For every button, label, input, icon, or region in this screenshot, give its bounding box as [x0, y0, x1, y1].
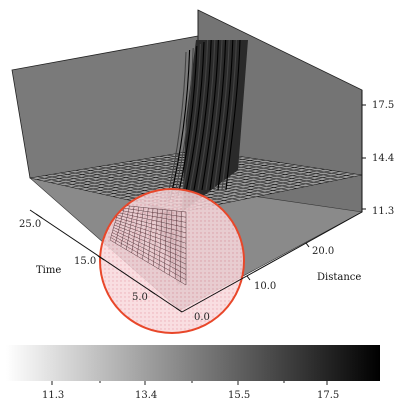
- ridge-strand: [173, 47, 194, 199]
- ridge-strand: [217, 39, 234, 191]
- tick-marks: [35, 104, 366, 313]
- distance-tick-20: 20.0: [312, 246, 334, 257]
- ridge-strand: [213, 39, 230, 191]
- value-tick-11-3: 11.3: [372, 206, 394, 217]
- ridge-strand: [209, 39, 227, 191]
- circle-mesh-line: [153, 208, 158, 266]
- ridge-strand: [197, 39, 216, 191]
- value-tick-14-4: 14.4: [372, 153, 394, 164]
- ridge-strand: [189, 39, 209, 191]
- distance-tick-10: 10.0: [254, 281, 276, 292]
- colorbar-tick-13-4: 13.4: [135, 390, 157, 401]
- colorbar: [6, 345, 380, 381]
- circle-mesh-line: [119, 207, 187, 218]
- ridge-strand: [201, 39, 219, 191]
- circle-mesh-line: [119, 204, 187, 213]
- ridge-strand: [165, 51, 187, 203]
- circle-mesh-line: [180, 211, 182, 282]
- circle-mesh-line: [158, 209, 163, 269]
- colorbar-tick-11-3: 11.3: [42, 390, 64, 401]
- circle-mesh-line: [174, 210, 177, 279]
- colorbar-tick-17-5: 17.5: [317, 390, 339, 401]
- ridge-strand: [225, 39, 241, 191]
- circle-mesh-line: [115, 219, 187, 244]
- time-tick-5: 5.0: [132, 292, 148, 303]
- ridge-strand: [205, 39, 223, 191]
- ridge-strand: [193, 39, 212, 191]
- colorbar-tick-15-5: 15.5: [228, 390, 250, 401]
- circle-mesh-line: [117, 212, 187, 228]
- time-axis-label: Time: [36, 265, 61, 276]
- ridge-strand: [185, 41, 205, 193]
- distance-axis-label: Distance: [317, 272, 361, 283]
- colorbar-ticks: [51, 381, 328, 385]
- ridge-strand: [177, 45, 198, 197]
- circle-mesh-line: [169, 210, 173, 276]
- circle-mesh-line: [116, 217, 187, 239]
- circle-mesh-line: [147, 208, 154, 263]
- ridge-strand: [221, 39, 237, 191]
- time-tick-0: 0.0: [194, 312, 210, 323]
- time-axis-line: [29, 209, 183, 313]
- time-tick-15: 15.0: [74, 256, 96, 267]
- circle-mesh-line: [164, 209, 168, 273]
- circle-mesh-line: [118, 209, 187, 223]
- time-tick-25: 25.0: [19, 219, 41, 230]
- ridge-strand: [181, 43, 201, 195]
- highlight-annotation: [99, 188, 245, 334]
- distance-axis-line: [181, 211, 363, 313]
- value-tick-17-5: 17.5: [372, 100, 394, 111]
- ridge-strand: [169, 49, 191, 201]
- circle-mesh-line: [117, 214, 187, 234]
